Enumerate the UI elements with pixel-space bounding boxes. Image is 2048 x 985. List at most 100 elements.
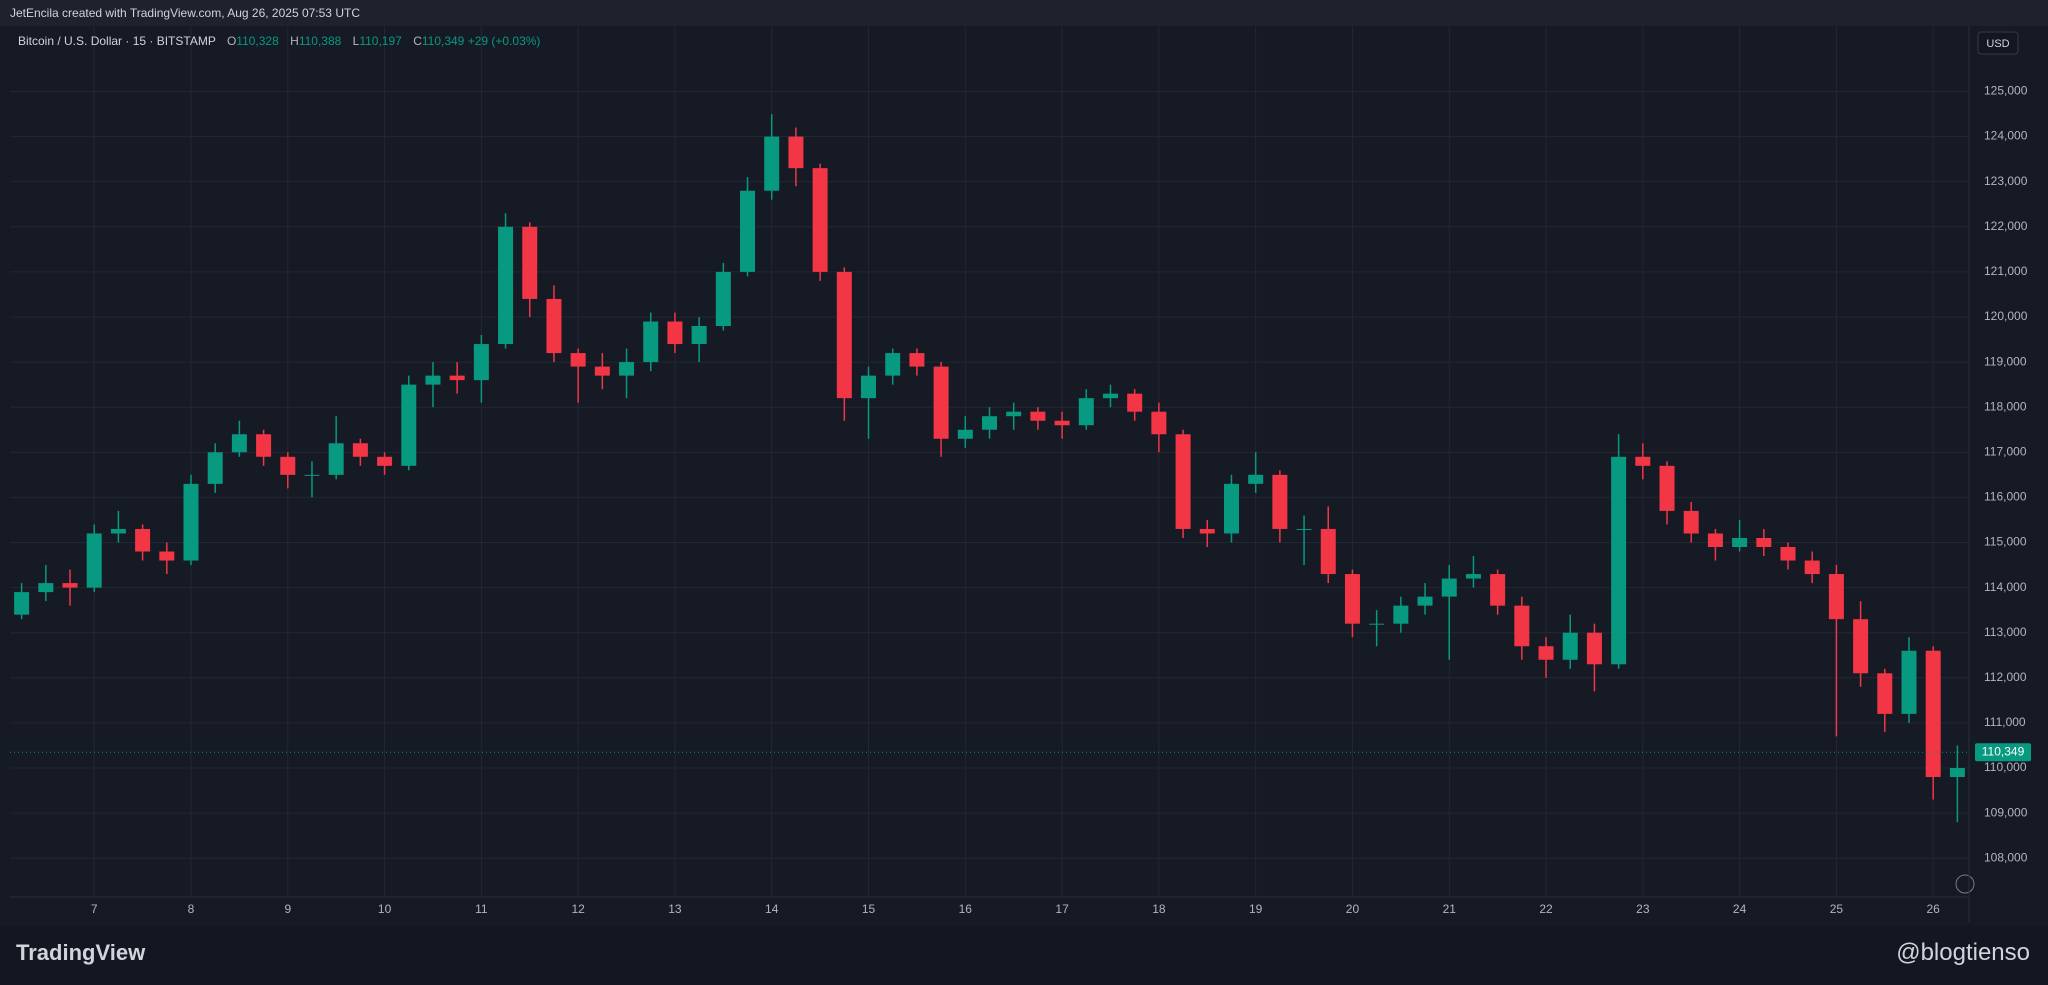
y-tick-label: 124,000: [1984, 129, 2028, 143]
candle-body: [1707, 533, 1723, 548]
candle-body: [1030, 411, 1046, 421]
candle-body: [522, 226, 538, 299]
candle-body: [38, 583, 54, 593]
y-tick-label: 115,000: [1984, 535, 2027, 549]
currency-button[interactable]: [1977, 31, 2019, 55]
x-tick-label: 25: [1830, 902, 1844, 916]
candle-body: [1199, 528, 1215, 534]
candle-body: [1828, 574, 1844, 620]
candle-body: [1562, 632, 1578, 660]
candle-body: [1877, 673, 1893, 714]
candle-body: [1102, 393, 1118, 399]
y-tick-label: 111,000: [1984, 715, 2026, 729]
candle-body: [1514, 605, 1530, 647]
candle-body: [1369, 623, 1385, 625]
attribution: JetEncila created with TradingView.com, …: [0, 0, 2048, 26]
candle-body: [715, 271, 731, 327]
x-tick-label: 21: [1443, 902, 1457, 916]
candle-body: [1054, 420, 1070, 426]
auto-scale-icon[interactable]: [1955, 874, 1975, 894]
candle-body: [764, 136, 780, 191]
candle-body: [788, 136, 804, 169]
candle-body: [619, 362, 635, 376]
x-tick-label: 26: [1927, 902, 1941, 916]
y-tick-label: 119,000: [1984, 354, 2027, 368]
candle-body: [1393, 605, 1409, 624]
candle-body: [1538, 646, 1554, 660]
candle-body: [449, 375, 465, 381]
candle-body: [110, 528, 126, 534]
y-tick-label: 116,000: [1984, 490, 2027, 504]
candle-body: [86, 533, 102, 588]
candle-body: [401, 384, 417, 466]
candle-body: [1901, 650, 1917, 714]
candle-body: [546, 298, 562, 354]
candle-body: [885, 353, 901, 376]
candle-body: [159, 551, 175, 561]
candle-body: [352, 443, 368, 457]
candle-body: [256, 434, 272, 457]
candle-body: [1006, 411, 1022, 417]
x-tick-label: 18: [1152, 902, 1166, 916]
candle-body: [377, 456, 393, 466]
candle-body: [304, 474, 320, 476]
candle-body: [570, 353, 586, 367]
candle-body: [1949, 768, 1965, 778]
candle-body: [1659, 465, 1675, 511]
candle-body: [473, 344, 489, 381]
candle-body: [740, 190, 756, 272]
x-tick-label: 8: [188, 902, 195, 916]
high-value: 110,388: [298, 34, 342, 48]
currency: USD: [1986, 38, 2009, 50]
candle-body: [1223, 483, 1239, 534]
candle-body: [183, 483, 199, 561]
x-tick-label: 14: [765, 902, 779, 916]
candle-body: [909, 353, 925, 367]
candle-body: [1175, 434, 1191, 529]
x-tick-label: 7: [91, 902, 98, 916]
candle-body: [812, 168, 828, 272]
candle-body: [1441, 578, 1457, 597]
candle-body: [14, 592, 30, 615]
candle-body: [1756, 537, 1772, 548]
candle-body: [1732, 537, 1748, 548]
x-tick-label: 24: [1733, 902, 1747, 916]
candle-body: [425, 375, 441, 385]
candle-body: [1683, 510, 1699, 534]
chart-background: [0, 26, 2048, 926]
low-value: 110,197: [359, 34, 402, 48]
chart: USD 108,000 109,000 110,000 111,000 112,000 1…: [0, 26, 2048, 926]
y-tick-label: 123,000: [1984, 174, 2028, 188]
y-tick-label: 109,000: [1984, 805, 2028, 819]
candle-body: [1127, 393, 1143, 412]
x-tick-label: 13: [668, 902, 682, 916]
candle-body: [1465, 574, 1481, 579]
y-tick-label: 110,000: [1984, 760, 2027, 774]
candle-body: [1296, 528, 1312, 530]
footer: TradingView @blogtienso: [0, 926, 2048, 985]
high-label: H: [290, 34, 299, 48]
y-tick-label: 112,000: [1984, 670, 2027, 684]
candle-body: [1635, 456, 1651, 466]
candle-body: [933, 366, 949, 439]
candle-body: [667, 321, 683, 345]
brand: TradingView: [16, 940, 146, 965]
candle-body: [231, 434, 247, 453]
candle-body: [1078, 398, 1094, 426]
candle-body: [280, 456, 296, 475]
candle-body: [1804, 560, 1820, 575]
candle-body: [836, 271, 852, 399]
x-tick-label: 15: [862, 902, 876, 916]
x-tick-label: 22: [1539, 902, 1553, 916]
candle-body: [1925, 650, 1941, 778]
y-tick-label: 125,000: [1984, 84, 2028, 98]
symbol: Bitcoin / U.S. Dollar · 15 · BITSTAMP: [18, 34, 216, 48]
x-tick-label: 23: [1636, 902, 1650, 916]
open-label: O: [226, 34, 237, 48]
candle-body: [594, 366, 610, 376]
y-tick-label: 121,000: [1984, 264, 2028, 278]
x-tick-label: 10: [378, 902, 392, 916]
legend: Bitcoin / U.S. Dollar · 15 · BITSTAMP O 1…: [18, 34, 540, 48]
candle-body: [1248, 474, 1264, 484]
